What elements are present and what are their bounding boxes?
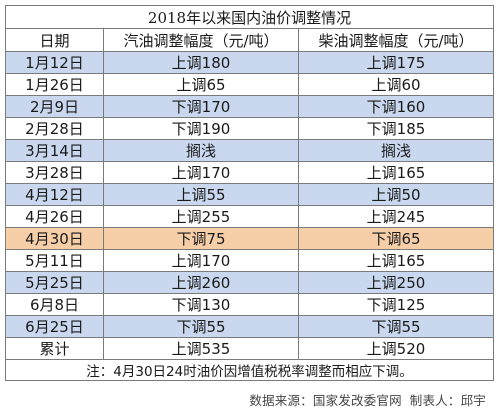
cell-date: 2月28日 xyxy=(5,117,104,140)
cell-diesel: 上调50 xyxy=(298,183,494,206)
cell-diesel: 上调245 xyxy=(298,205,494,228)
table-title-row: 2018年以来国内油价调整情况 xyxy=(5,5,494,29)
cell-gasoline: 上调170 xyxy=(103,161,299,184)
cell-diesel: 下调125 xyxy=(298,293,494,316)
cell-diesel: 上调165 xyxy=(298,249,494,272)
table-header-row: 日期 汽油调整幅度（元/吨） 柴油调整幅度（元/吨） xyxy=(5,28,494,52)
source-credit: 数据来源：国家发改委官网 制表人：邱宇 xyxy=(249,390,486,409)
cell-date: 5月11日 xyxy=(5,249,104,272)
cell-diesel: 下调185 xyxy=(298,117,494,140)
cell-total-label: 累计 xyxy=(5,337,104,360)
cell-gasoline: 下调190 xyxy=(103,117,299,140)
cell-diesel: 下调65 xyxy=(298,227,494,250)
header-gasoline: 汽油调整幅度（元/吨） xyxy=(103,28,299,52)
table-row: 1月26日 上调65 上调60 xyxy=(5,73,494,96)
cell-diesel: 上调250 xyxy=(298,271,494,294)
cell-total-diesel: 上调520 xyxy=(298,337,494,360)
cell-diesel: 上调60 xyxy=(298,73,494,96)
table-note-row: 注：4月30日24时油价因增值税税率调整而相应下调。 xyxy=(5,359,494,381)
cell-gasoline: 搁浅 xyxy=(103,139,299,162)
cell-gasoline: 下调55 xyxy=(103,315,299,338)
cell-gasoline: 上调65 xyxy=(103,73,299,96)
cell-date: 4月26日 xyxy=(5,205,104,228)
cell-date: 3月28日 xyxy=(5,161,104,184)
cell-diesel: 上调175 xyxy=(298,51,494,74)
table-row: 6月8日 下调130 下调125 xyxy=(5,293,494,316)
cell-gasoline: 上调55 xyxy=(103,183,299,206)
table-row: 3月14日 搁浅 搁浅 xyxy=(5,139,494,162)
cell-diesel: 下调55 xyxy=(298,315,494,338)
header-date: 日期 xyxy=(5,28,104,52)
cell-gasoline: 上调260 xyxy=(103,271,299,294)
cell-gasoline: 下调130 xyxy=(103,293,299,316)
table-row: 6月25日 下调55 下调55 xyxy=(5,315,494,338)
table-note: 注：4月30日24时油价因增值税税率调整而相应下调。 xyxy=(5,359,494,381)
table-row: 4月12日 上调55 上调50 xyxy=(5,183,494,206)
cell-date: 3月14日 xyxy=(5,139,104,162)
table-title: 2018年以来国内油价调整情况 xyxy=(5,5,494,29)
cell-date: 1月12日 xyxy=(5,51,104,74)
cell-gasoline: 下调75 xyxy=(103,227,299,250)
table-total-row: 累计 上调535 上调520 xyxy=(5,337,494,360)
price-adjustment-table: 2018年以来国内油价调整情况 日期 汽油调整幅度（元/吨） 柴油调整幅度（元/… xyxy=(5,5,494,381)
cell-date: 5月25日 xyxy=(5,271,104,294)
cell-gasoline: 上调180 xyxy=(103,51,299,74)
table-row: 5月11日 上调170 上调165 xyxy=(5,249,494,272)
table-row: 3月28日 上调170 上调165 xyxy=(5,161,494,184)
cell-date: 6月8日 xyxy=(5,293,104,316)
cell-diesel: 上调165 xyxy=(298,161,494,184)
cell-diesel: 下调160 xyxy=(298,95,494,118)
table-row: 4月26日 上调255 上调245 xyxy=(5,205,494,228)
cell-date: 4月30日 xyxy=(5,227,104,250)
cell-date: 1月26日 xyxy=(5,73,104,96)
table-row: 5月25日 上调260 上调250 xyxy=(5,271,494,294)
header-diesel: 柴油调整幅度（元/吨） xyxy=(298,28,494,52)
cell-date: 4月12日 xyxy=(5,183,104,206)
cell-total-gasoline: 上调535 xyxy=(103,337,299,360)
cell-gasoline: 上调170 xyxy=(103,249,299,272)
table-maker-text: 制表人：邱宇 xyxy=(409,393,486,408)
cell-date: 6月25日 xyxy=(5,315,104,338)
table-row-highlighted: 4月30日 下调75 下调65 xyxy=(5,227,494,250)
cell-gasoline: 上调255 xyxy=(103,205,299,228)
cell-gasoline: 下调170 xyxy=(103,95,299,118)
cell-date: 2月9日 xyxy=(5,95,104,118)
table-row: 1月12日 上调180 上调175 xyxy=(5,51,494,74)
table-row: 2月9日 下调170 下调160 xyxy=(5,95,494,118)
cell-diesel: 搁浅 xyxy=(298,139,494,162)
data-source-text: 数据来源：国家发改委官网 xyxy=(249,393,402,408)
table-row: 2月28日 下调190 下调185 xyxy=(5,117,494,140)
